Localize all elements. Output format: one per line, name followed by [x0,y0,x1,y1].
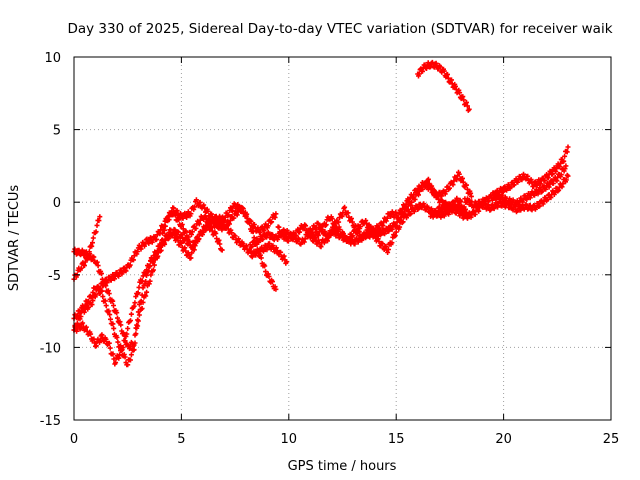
x-tick-label: 0 [70,432,78,447]
plot-frame [73,56,612,421]
y-tick-label: -10 [40,341,61,356]
series-track-11 [490,144,571,199]
x-tick-label: 15 [388,432,405,447]
x-axis-label: GPS time / hours [288,459,397,474]
data-points-track-12 [415,59,472,113]
axis-ticks: 0 5 10 15 20 25 -15 -10 -5 0 5 10 [40,51,620,447]
y-tick-label: -15 [40,414,61,429]
series-track-12 [415,59,472,113]
chart-title: Day 330 of 2025, Sidereal Day-to-day VTE… [67,21,612,37]
x-tick-label: 5 [177,432,185,447]
series-track-8 [307,169,474,250]
x-tick-label: 10 [281,432,298,447]
x-tick-label: 25 [603,432,620,447]
y-tick-label: 5 [53,124,61,139]
y-tick-label: 0 [53,196,61,211]
y-tick-label: -5 [48,269,61,284]
grid-lines [74,57,611,420]
data-series-layer [71,59,571,368]
x-tick-label: 20 [495,432,512,447]
y-tick-label: 10 [44,51,61,66]
data-points-track-11 [490,144,571,199]
y-axis-label: SDTVAR / TECUs [7,185,22,292]
data-points-track-8 [307,169,474,250]
